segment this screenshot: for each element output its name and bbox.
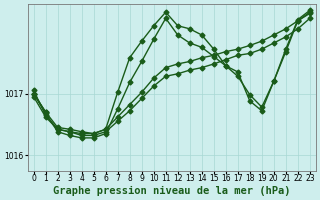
X-axis label: Graphe pression niveau de la mer (hPa): Graphe pression niveau de la mer (hPa) — [53, 186, 291, 196]
